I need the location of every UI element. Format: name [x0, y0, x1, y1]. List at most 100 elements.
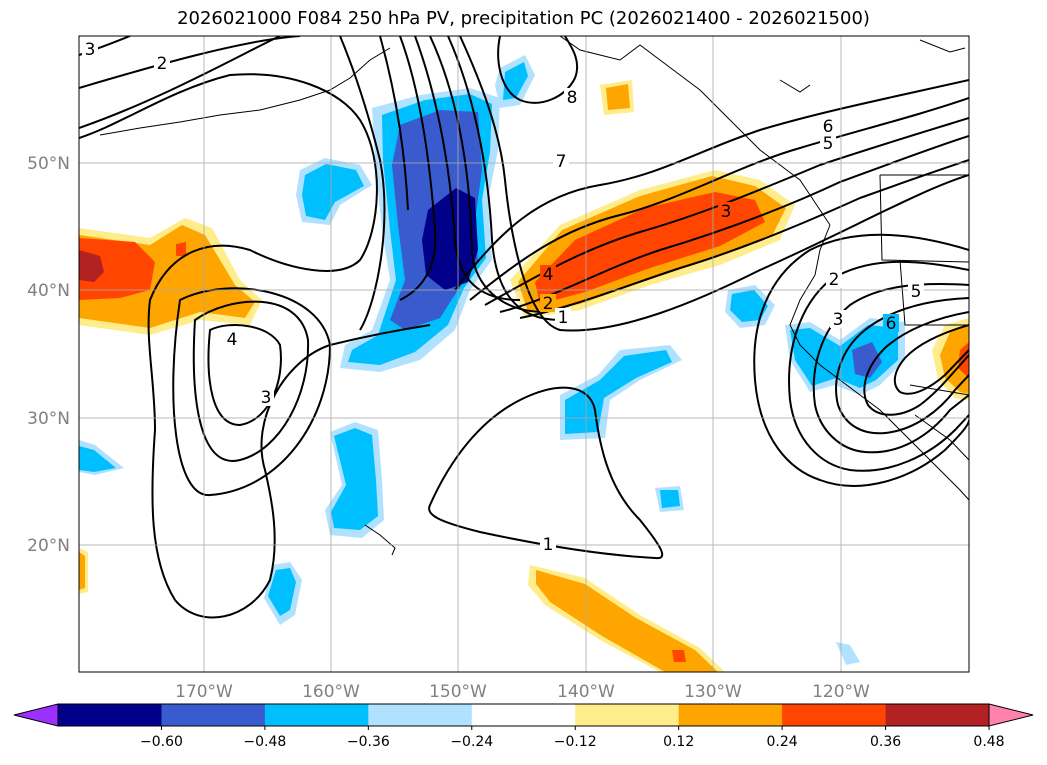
svg-text:1: 1: [558, 308, 569, 328]
svg-text:2: 2: [829, 270, 840, 290]
lat-axis: 50°N 40°N 30°N 20°N: [27, 154, 70, 556]
precip-positive-area: [176, 242, 186, 256]
contour-label: 2: [540, 294, 556, 314]
svg-text:2: 2: [543, 294, 554, 314]
lat-tick-label: 20°N: [27, 536, 70, 556]
svg-text:5: 5: [911, 282, 922, 302]
pv-contour: [79, 36, 386, 331]
svg-text:3: 3: [833, 310, 844, 330]
contour-label-layer: 3 2 8 7 6 5 3 4 2 1 4 3 1 2 3 5 6: [82, 40, 924, 555]
contour-label: 3: [830, 310, 846, 330]
contour-label: 8: [564, 88, 580, 108]
pv-contour: [172, 287, 332, 497]
precip-negative-area: [730, 290, 768, 322]
lat-tick-label: 40°N: [27, 281, 70, 301]
pv-contour: [207, 324, 282, 427]
svg-text:8: 8: [567, 88, 578, 108]
lon-tick-label: 140°W: [557, 682, 615, 702]
pv-contour: [79, 73, 431, 619]
contour-label: 5: [820, 134, 836, 154]
contour-label: 5: [908, 282, 924, 302]
colorbar-tick-label: −0.48: [243, 734, 286, 750]
colorbar-tick-label: −0.12: [554, 734, 597, 750]
colorbar-tick-label: −0.36: [347, 734, 390, 750]
coastline-layer: [99, 36, 969, 556]
colorbar-tick-label: −0.60: [140, 734, 183, 750]
pv-contour: [447, 36, 561, 321]
colorbar: −0.60 −0.48 −0.36 −0.24 −0.12 0.12 0.24 0.36 0.4…: [13, 703, 1034, 750]
svg-text:6: 6: [886, 314, 897, 334]
pv-contour: [893, 324, 969, 395]
pv-contour: [192, 300, 310, 462]
svg-text:3: 3: [261, 388, 272, 408]
precip-positive-area: [79, 238, 155, 300]
pv-contour: [835, 297, 969, 435]
colorbar-segment: [782, 704, 887, 726]
contour-label: 7: [553, 152, 569, 172]
lon-tick-label: 150°W: [429, 682, 487, 702]
precip-positive-area: [79, 250, 104, 282]
precip-negative-area: [660, 490, 680, 508]
pv-contour: [414, 36, 521, 301]
contour-label: 4: [540, 265, 556, 285]
contour-label: 3: [258, 388, 274, 408]
pv-contour: [788, 260, 969, 472]
precip-negative-area: [852, 342, 882, 378]
svg-text:7: 7: [556, 152, 567, 172]
colorbar-segment: [885, 704, 990, 726]
precip-positive-area: [940, 325, 969, 394]
colorbar-tick-label: 0.36: [870, 734, 901, 750]
lat-tick-label: 50°N: [27, 154, 70, 174]
precip-positive-area: [536, 570, 718, 672]
svg-text:2: 2: [157, 54, 168, 74]
contour-label: 1: [555, 308, 571, 328]
lon-tick-label: 160°W: [302, 682, 360, 702]
contour-label: 2: [826, 270, 842, 290]
svg-text:6: 6: [823, 117, 834, 137]
pv-contour: [429, 36, 541, 313]
contour-label: 6: [883, 314, 899, 334]
precip-negative-area: [302, 164, 364, 220]
contour-label: 3: [718, 202, 734, 222]
pv-contour: [499, 135, 969, 313]
contour-label: 2: [154, 54, 170, 74]
svg-text:4: 4: [227, 330, 238, 350]
colorbar-segment: [575, 704, 680, 726]
contour-label: 4: [224, 330, 240, 350]
colorbar-extend-low: [13, 703, 59, 727]
pv-contour: [428, 386, 664, 560]
svg-text:4: 4: [543, 265, 554, 285]
colorbar-extend-high: [988, 703, 1034, 727]
contour-label: 1: [540, 535, 556, 555]
precip-positive-area: [79, 552, 85, 590]
colorbar-tick-label: −0.24: [450, 734, 493, 750]
pv-contour: [399, 36, 437, 301]
svg-text:3: 3: [85, 40, 96, 60]
colorbar-segment: [161, 704, 266, 726]
colorbar-segment: [58, 704, 162, 726]
pv-contour: [753, 233, 969, 487]
pv-contour: [863, 311, 969, 416]
lon-axis: 170°W 160°W 150°W 140°W 130°W 120°W: [175, 682, 870, 702]
pv-contour: [454, 79, 969, 291]
svg-text:5: 5: [823, 134, 834, 154]
colorbar-segment: [471, 704, 576, 726]
svg-text:3: 3: [721, 202, 732, 222]
precip-negative-area: [79, 446, 116, 472]
pv-contour: [469, 97, 969, 301]
colorbar-outline: [57, 703, 990, 727]
graticule: [79, 36, 969, 672]
lon-tick-label: 170°W: [175, 682, 233, 702]
colorbar-segment: [678, 704, 783, 726]
colorbar-segment: [368, 704, 473, 726]
svg-text:1: 1: [543, 535, 554, 555]
precip-negative-area: [565, 350, 672, 434]
precip-positive-area: [672, 650, 686, 662]
pv-contour: [497, 36, 579, 104]
lon-tick-label: 120°W: [812, 682, 870, 702]
colorbar-tick-label: 0.12: [663, 734, 694, 750]
pv-contour: [519, 159, 969, 319]
lon-tick-label: 130°W: [684, 682, 742, 702]
map-frame: [78, 35, 970, 673]
